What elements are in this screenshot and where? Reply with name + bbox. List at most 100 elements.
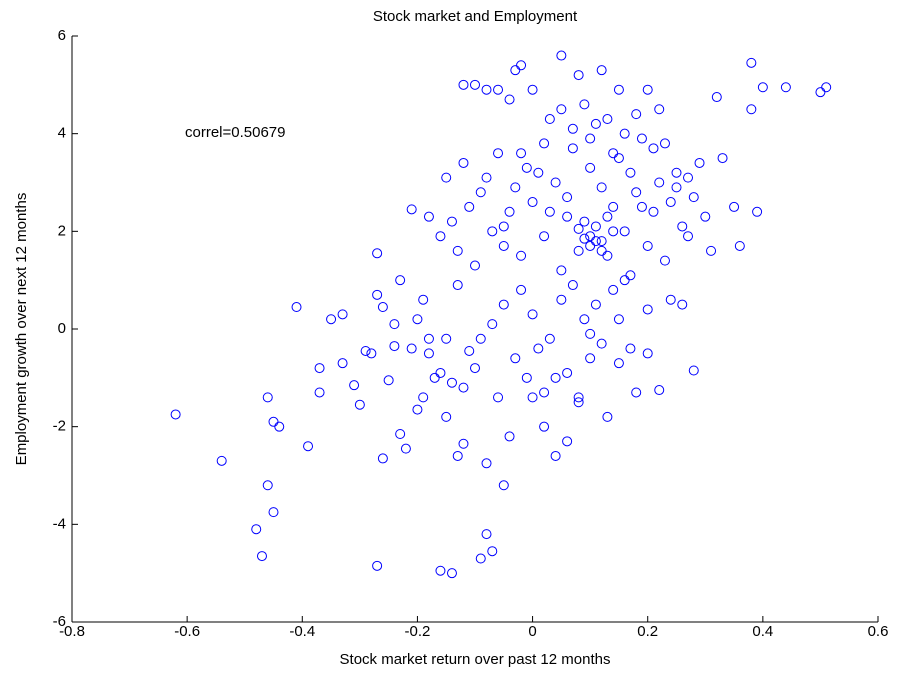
point bbox=[395, 275, 406, 286]
point bbox=[556, 265, 567, 276]
point bbox=[573, 70, 584, 81]
point bbox=[556, 104, 567, 115]
y-axis-label: Employment growth over next 12 months bbox=[13, 193, 30, 466]
point bbox=[671, 167, 682, 178]
point bbox=[579, 233, 590, 244]
point bbox=[314, 387, 325, 398]
point bbox=[435, 367, 446, 378]
point bbox=[458, 438, 469, 449]
y-tick-label: 2 bbox=[58, 222, 66, 239]
point bbox=[498, 240, 509, 251]
point bbox=[527, 309, 538, 320]
point bbox=[579, 99, 590, 110]
point bbox=[268, 416, 279, 427]
point bbox=[487, 546, 498, 557]
point bbox=[631, 109, 642, 120]
point bbox=[683, 231, 694, 242]
point bbox=[441, 411, 452, 422]
point bbox=[596, 245, 607, 256]
point bbox=[608, 201, 619, 212]
point bbox=[533, 167, 544, 178]
point bbox=[493, 84, 504, 95]
point bbox=[659, 138, 670, 149]
point bbox=[671, 182, 682, 193]
point bbox=[585, 353, 596, 364]
point bbox=[498, 480, 509, 491]
point bbox=[613, 358, 624, 369]
point bbox=[585, 162, 596, 173]
point bbox=[631, 187, 642, 198]
point bbox=[533, 343, 544, 354]
point bbox=[636, 201, 647, 212]
point bbox=[567, 123, 578, 134]
point bbox=[654, 385, 665, 396]
point bbox=[648, 206, 659, 217]
point bbox=[539, 387, 550, 398]
point bbox=[441, 333, 452, 344]
point bbox=[516, 250, 527, 261]
point bbox=[590, 221, 601, 232]
point bbox=[475, 187, 486, 198]
point bbox=[619, 128, 630, 139]
point bbox=[665, 294, 676, 305]
point bbox=[544, 206, 555, 217]
point bbox=[642, 348, 653, 359]
point bbox=[608, 148, 619, 159]
point bbox=[418, 294, 429, 305]
point bbox=[481, 529, 492, 540]
point bbox=[636, 133, 647, 144]
point bbox=[521, 372, 532, 383]
point bbox=[585, 133, 596, 144]
point bbox=[550, 372, 561, 383]
y-tick-label: -2 bbox=[53, 418, 66, 435]
point bbox=[458, 157, 469, 168]
point bbox=[613, 153, 624, 164]
point bbox=[475, 333, 486, 344]
point bbox=[550, 177, 561, 188]
point bbox=[458, 382, 469, 393]
point bbox=[757, 82, 768, 93]
point bbox=[395, 428, 406, 439]
point bbox=[602, 114, 613, 125]
point bbox=[619, 275, 630, 286]
y-tick-label: 6 bbox=[58, 27, 66, 44]
point bbox=[734, 240, 745, 251]
point bbox=[821, 82, 832, 93]
point bbox=[446, 568, 457, 579]
point bbox=[521, 162, 532, 173]
y-tick-label: 0 bbox=[58, 320, 66, 337]
point bbox=[406, 204, 417, 215]
point bbox=[470, 260, 480, 271]
x-tick-label: 0.2 bbox=[637, 623, 658, 640]
point bbox=[585, 240, 596, 251]
point bbox=[262, 392, 273, 403]
chart-title: Stock market and Employment bbox=[373, 8, 578, 25]
point bbox=[412, 404, 423, 415]
point bbox=[251, 524, 262, 535]
point bbox=[562, 192, 573, 203]
point bbox=[613, 84, 624, 95]
point bbox=[688, 365, 699, 376]
point bbox=[659, 255, 670, 266]
point bbox=[366, 348, 377, 359]
x-tick-label: 0 bbox=[528, 623, 536, 640]
point bbox=[729, 201, 740, 212]
point bbox=[527, 392, 538, 403]
x-tick-label: 0.6 bbox=[868, 623, 889, 640]
point bbox=[694, 157, 705, 168]
point bbox=[706, 245, 717, 256]
point bbox=[585, 231, 596, 242]
point bbox=[510, 182, 521, 193]
point bbox=[256, 551, 267, 562]
point bbox=[642, 304, 653, 315]
point bbox=[602, 211, 613, 222]
point bbox=[412, 314, 423, 325]
point bbox=[372, 248, 383, 259]
point bbox=[389, 319, 400, 330]
point bbox=[418, 392, 429, 403]
y-tick-label: -6 bbox=[53, 613, 66, 630]
point bbox=[631, 387, 642, 398]
point bbox=[556, 50, 567, 61]
point bbox=[717, 153, 728, 164]
